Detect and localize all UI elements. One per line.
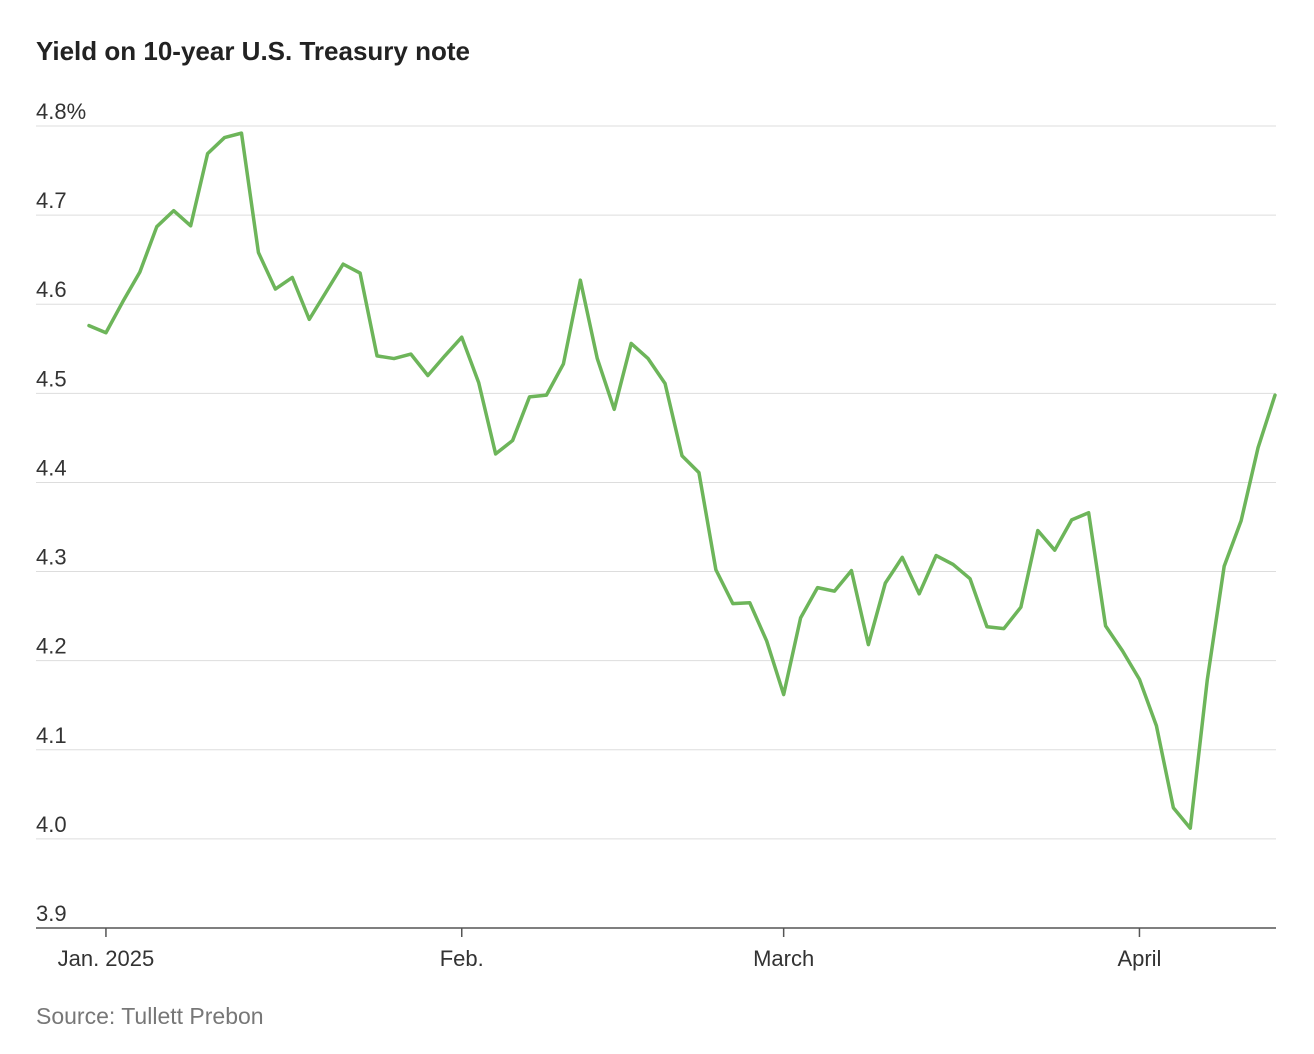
chart-title: Yield on 10-year U.S. Treasury note (36, 36, 470, 66)
y-tick-label: 4.1 (36, 723, 67, 748)
y-tick-label: 4.2 (36, 634, 67, 659)
y-tick-label: 3.9 (36, 901, 67, 926)
data-line (87, 131, 1277, 830)
y-tick-label: 4.8% (36, 99, 86, 124)
y-tick-label: 4.5 (36, 366, 67, 391)
y-tick-label: 4.7 (36, 188, 67, 213)
y-tick-label: 4.3 (36, 545, 67, 570)
x-tick-label: Jan. 2025 (58, 946, 155, 971)
x-tick-label: Feb. (440, 946, 484, 971)
y-tick-label: 4.4 (36, 455, 67, 480)
y-tick-label: 4.0 (36, 812, 67, 837)
x-tick-label: April (1117, 946, 1161, 971)
x-tick-label: March (753, 946, 814, 971)
source-note: Source: Tullett Prebon (36, 1003, 264, 1029)
y-tick-label: 4.6 (36, 277, 67, 302)
